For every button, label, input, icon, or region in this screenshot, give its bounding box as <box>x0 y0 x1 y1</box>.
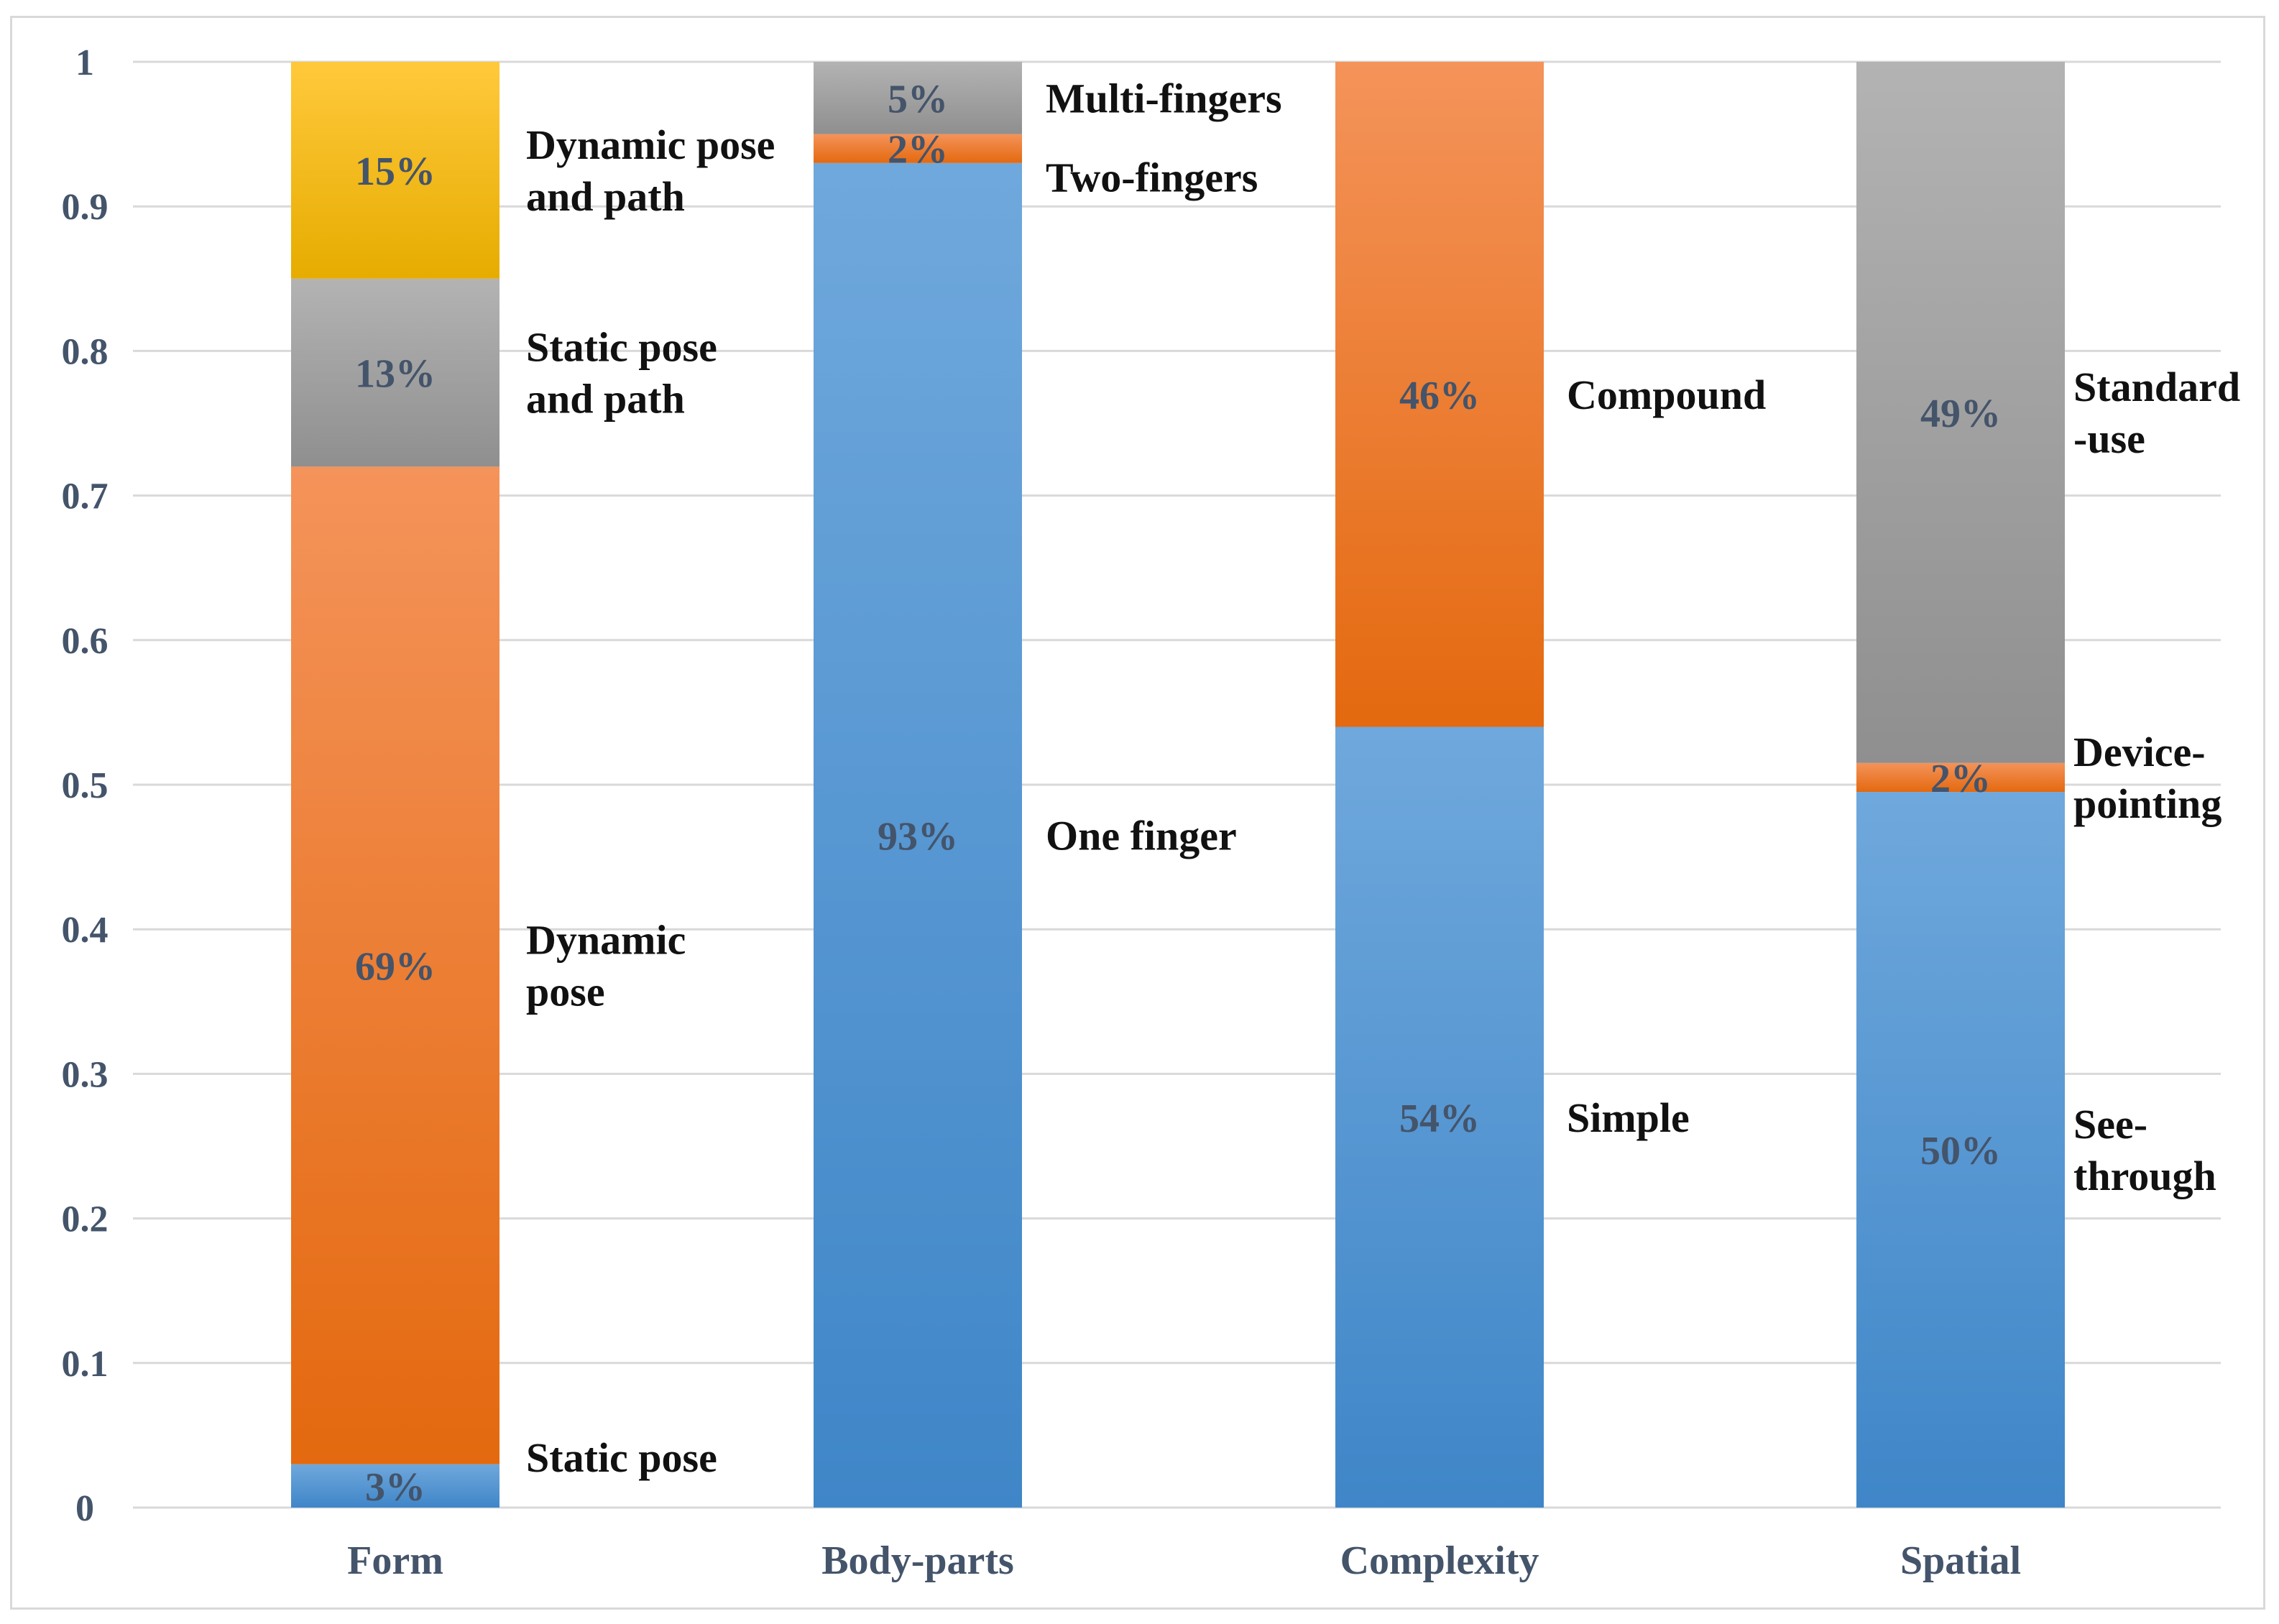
segment-name-label: Static pose and path <box>526 324 717 423</box>
data-label: 15% <box>355 149 436 194</box>
data-label: 3% <box>365 1465 425 1510</box>
x-category-label: Form <box>347 1538 443 1583</box>
bar-segment-static-pose-and-path <box>291 278 499 467</box>
segment-name-label: Multi-fingers <box>1046 75 1282 121</box>
segment-name-label: Dynamic pose <box>526 917 686 1015</box>
segment-name-label: Standard -use <box>2073 364 2240 462</box>
y-tick-label: 0.1 <box>62 1344 109 1385</box>
data-label: 50% <box>1920 1129 2001 1173</box>
bar-segment-dynamic-pose <box>291 466 499 1464</box>
segment-name-label: See-through <box>2073 1101 2216 1199</box>
x-category-label: Body-parts <box>821 1538 1014 1583</box>
x-axis-categories: Form Body-parts Complexity Spatial <box>347 1538 2021 1583</box>
y-tick-label: 0.5 <box>62 765 109 806</box>
segment-name-label: Two-fingers <box>1046 154 1258 201</box>
y-tick-label: 0.2 <box>62 1199 109 1240</box>
data-label: 46% <box>1399 374 1480 418</box>
data-label: 5% <box>888 77 948 121</box>
bar-segment-one-finger <box>814 162 1022 1508</box>
y-tick-label: 0.8 <box>62 331 109 372</box>
x-category-label: Spatial <box>1900 1538 2021 1583</box>
bar-segment-multi-fingers <box>814 62 1022 134</box>
data-label: 2% <box>888 128 948 172</box>
bar-segment-standard-use <box>1856 62 2065 763</box>
y-tick-label: 0.4 <box>62 910 109 951</box>
data-label: 93% <box>878 814 958 859</box>
data-label: 13% <box>355 352 436 397</box>
data-labels: 3% 69% 13% 15% 93% 2% 5% 54% 46% 50% 2% 49% <box>355 77 2001 1510</box>
y-axis-ticks: 0 0.1 0.2 0.3 0.4 0.5 0.6 0.7 0.8 0.9 1 <box>62 42 109 1529</box>
bars <box>291 62 2065 1508</box>
data-label: 54% <box>1399 1097 1480 1141</box>
segment-name-label: Compound <box>1567 372 1766 418</box>
segment-name-label: One finger <box>1046 812 1237 859</box>
segment-name-label: Device-pointing <box>2073 729 2222 827</box>
bar-segment-dynamic-pose-and-path <box>291 62 499 279</box>
y-tick-label: 0.3 <box>62 1054 109 1095</box>
y-tick-label: 0.7 <box>62 476 109 517</box>
data-label: 69% <box>355 945 436 989</box>
data-label: 49% <box>1920 392 2001 436</box>
segment-name-label: Static pose <box>526 1434 717 1481</box>
bar-segment-simple <box>1335 726 1544 1508</box>
y-tick-label: 0.9 <box>62 187 109 228</box>
y-tick-label: 0 <box>75 1488 94 1529</box>
y-tick-label: 0.6 <box>62 621 109 662</box>
segment-name-labels: Static pose Dynamic pose Static pose and pat… <box>526 75 2240 1481</box>
bar-segment-device-pointing <box>1856 762 2065 793</box>
bar-segment-see-through <box>1856 792 2065 1508</box>
bar-segment-two-fingers <box>814 134 1022 163</box>
y-tick-label: 1 <box>75 42 94 83</box>
bar-segment-static-pose <box>291 1464 499 1508</box>
segment-name-label: Dynamic pose and path <box>526 121 775 220</box>
segment-name-label: Simple <box>1567 1094 1690 1141</box>
data-label: 2% <box>1930 757 1991 801</box>
x-category-label: Complexity <box>1340 1538 1539 1583</box>
bar-segment-compound <box>1335 62 1544 727</box>
